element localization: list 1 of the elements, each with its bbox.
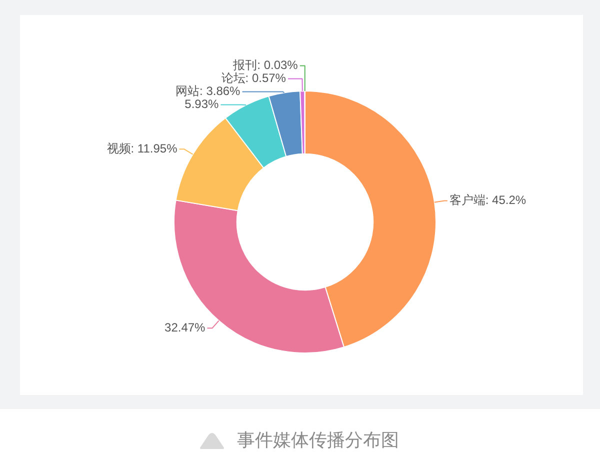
caption: 事件媒体传播分布图: [237, 430, 399, 450]
